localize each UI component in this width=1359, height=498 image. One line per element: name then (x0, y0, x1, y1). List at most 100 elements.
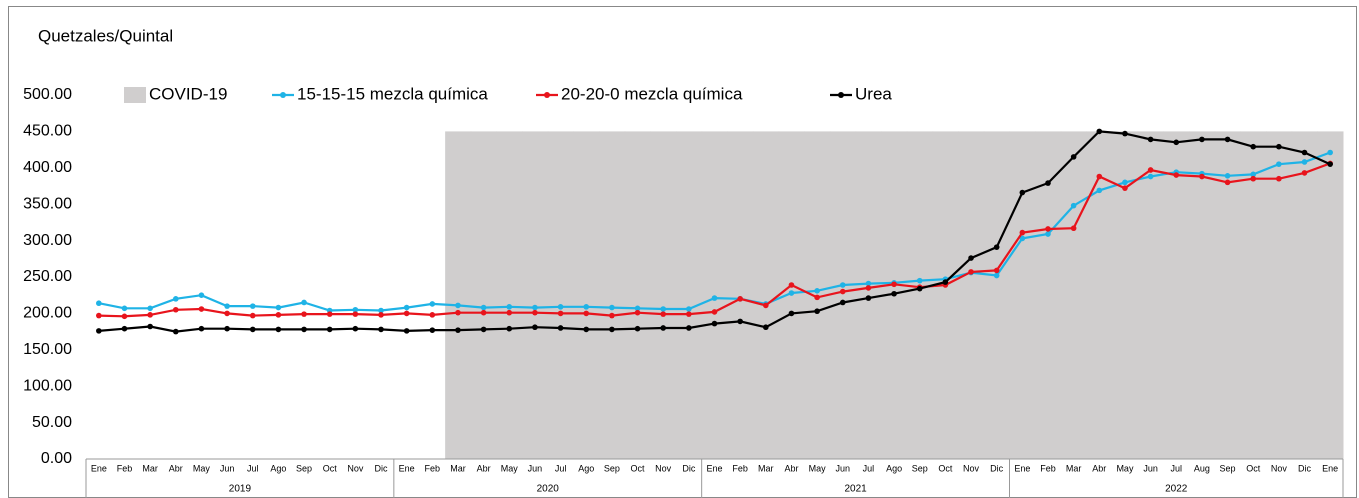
series-point (1045, 226, 1051, 232)
series-point (557, 310, 564, 317)
y-tick-label: 50.00 (32, 414, 72, 431)
legend-swatch (280, 92, 286, 98)
series-point (429, 312, 436, 318)
series-point (763, 302, 769, 309)
series-point (1276, 143, 1282, 150)
series-point (1070, 225, 1077, 232)
series-point (1327, 149, 1333, 156)
series-point (172, 328, 179, 335)
x-tick-label: Mar (1066, 463, 1082, 473)
x-tick-label: Sep (604, 463, 620, 473)
x-tick-label: Nov (1271, 463, 1288, 473)
shaded-region (496, 131, 523, 459)
x-tick-label: Ene (91, 463, 107, 473)
series-point (172, 296, 179, 302)
series-point (942, 279, 949, 285)
x-tick-label: Sep (912, 463, 928, 473)
series-point (429, 301, 436, 307)
shaded-region (906, 131, 934, 459)
series-point (1096, 128, 1103, 135)
x-tick-label: Nov (655, 463, 672, 473)
chart-title: Quetzales/Quintal (38, 26, 173, 45)
series-point (609, 312, 615, 319)
series-point (865, 285, 872, 291)
series-point (737, 296, 743, 302)
series-point (1276, 161, 1282, 167)
series-point (891, 290, 897, 297)
x-tick-label: Dic (990, 463, 1003, 473)
x-tick-label: Oct (938, 463, 953, 473)
x-tick-label: Oct (631, 463, 646, 473)
series-point (1199, 136, 1205, 143)
x-tick-label: May (193, 463, 211, 473)
series-point (96, 312, 102, 319)
legend-label: 15-15-15 mezcla química (297, 84, 488, 103)
series-point (1122, 179, 1128, 186)
series-point (788, 310, 795, 317)
series-point (1147, 173, 1154, 180)
x-tick-label: May (501, 463, 519, 473)
series-point (916, 277, 923, 284)
series-point (557, 304, 564, 310)
series-point (814, 288, 820, 294)
series-point (378, 307, 384, 314)
series-point (1224, 136, 1231, 143)
series-point (583, 310, 590, 317)
series-point (839, 299, 846, 306)
series-point (147, 312, 153, 318)
shaded-region (983, 131, 1011, 459)
series-point (583, 304, 590, 310)
x-tick-label: Jun (836, 463, 851, 473)
shaded-region (1240, 131, 1267, 459)
shaded-region (1291, 131, 1318, 459)
series-point (1070, 202, 1077, 209)
series-point (1173, 139, 1180, 146)
x-tick-label: Ago (886, 463, 902, 473)
series-point (1199, 173, 1205, 180)
x-tick-label: May (809, 463, 827, 473)
x-group-label: 2022 (1165, 484, 1188, 495)
series-point (121, 305, 128, 312)
x-tick-label: Aug (1194, 463, 1210, 473)
x-tick-label: Abr (477, 463, 491, 473)
x-tick-label: Feb (1040, 463, 1056, 473)
series-point (147, 305, 153, 312)
shaded-region (650, 131, 677, 459)
x-tick-label: Dic (682, 463, 695, 473)
series-point (1224, 179, 1231, 186)
series-point (326, 311, 333, 317)
series-point (660, 306, 666, 312)
series-point (1327, 161, 1333, 167)
x-group-label: 2021 (844, 484, 867, 495)
x-tick-label: Ago (270, 463, 286, 473)
shaded-region (1163, 131, 1190, 459)
x-tick-label: Jun (528, 463, 543, 473)
shaded-region (1060, 131, 1087, 459)
shaded-region (958, 131, 985, 459)
series-point (455, 327, 461, 333)
series-point (686, 311, 692, 317)
shaded-region (624, 131, 651, 459)
series-point (993, 272, 1000, 279)
series-point (1019, 229, 1026, 236)
series-point (993, 244, 1000, 250)
x-tick-label: Oct (1246, 463, 1261, 473)
shaded-region (599, 131, 626, 459)
y-tick-label: 0.00 (41, 450, 72, 467)
series-point (224, 310, 230, 317)
series-point (814, 294, 820, 301)
shaded-region (752, 131, 780, 459)
x-tick-label: Ene (1014, 463, 1030, 473)
x-tick-label: Abr (169, 463, 183, 473)
series-point (455, 302, 461, 309)
series-point (788, 282, 795, 288)
series-point (1301, 170, 1308, 176)
series-point (403, 304, 410, 311)
x-tick-label: Oct (323, 463, 338, 473)
x-group-label: 2020 (537, 484, 560, 495)
x-tick-label: Nov (963, 463, 980, 473)
x-tick-label: Mar (142, 463, 158, 473)
series-point (865, 295, 872, 301)
series-point (583, 326, 590, 333)
